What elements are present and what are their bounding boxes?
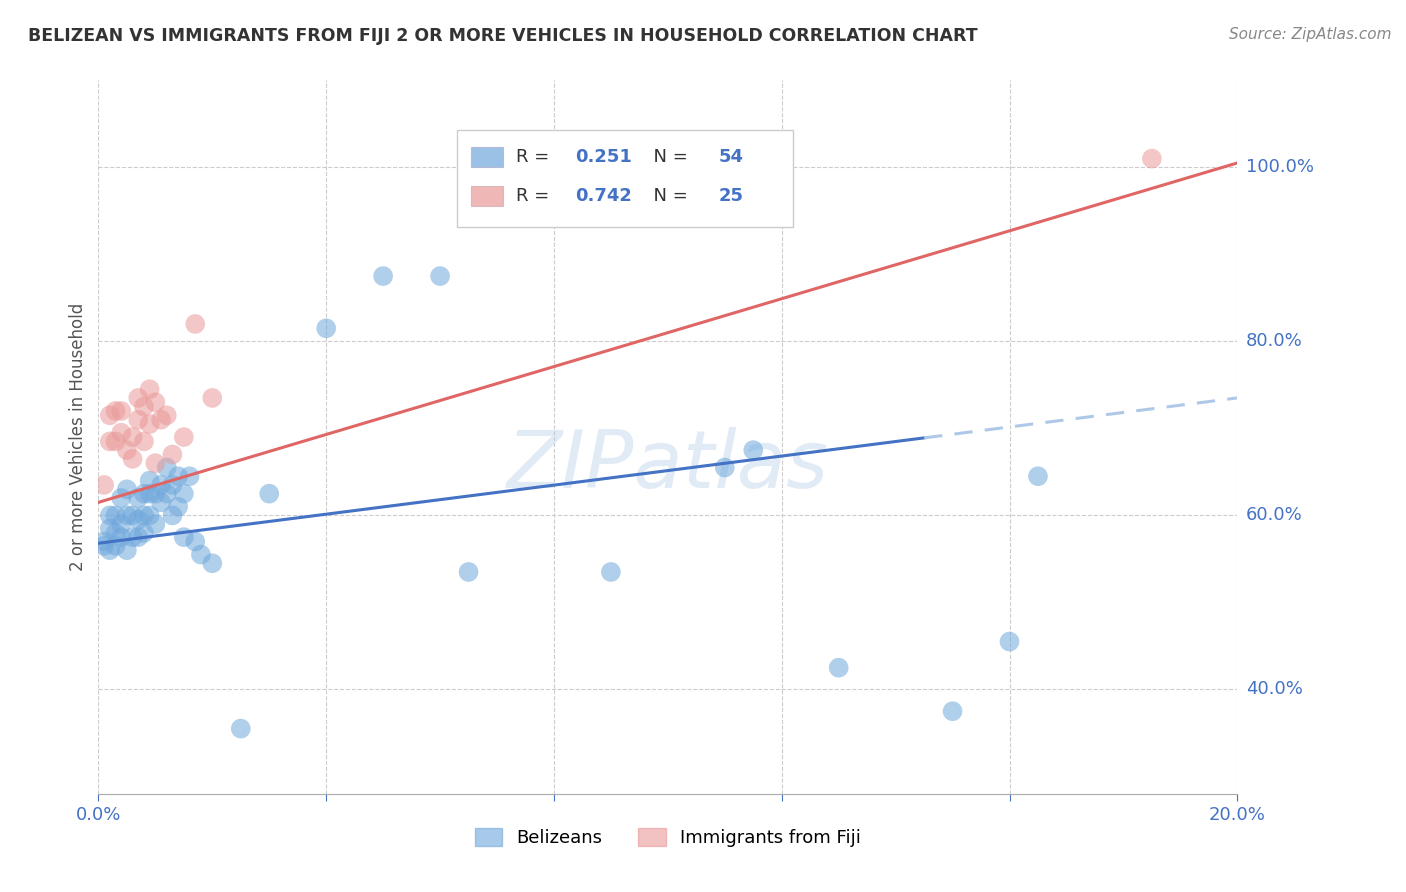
Text: 80.0%: 80.0% [1246,333,1302,351]
Bar [471,186,503,206]
Point [110,404,132,418]
Point [132,434,155,449]
Point [184,317,207,331]
Point [457,565,479,579]
Text: 25: 25 [718,187,744,205]
Point [201,556,224,570]
Point [110,491,132,505]
Point [121,530,143,544]
Point [104,525,127,540]
Point [150,478,173,492]
Point [98,543,121,558]
Point [229,722,252,736]
Point [115,483,138,497]
Text: 60.0%: 60.0% [1246,507,1302,524]
Point [104,434,127,449]
Point [373,269,395,284]
Point [138,417,160,431]
Text: 54: 54 [718,148,744,166]
Text: R =: R = [516,187,555,205]
Point [201,391,224,405]
Point [150,412,173,426]
Point [132,525,155,540]
Point [156,486,179,500]
Point [121,430,143,444]
Point [742,443,765,458]
Point [998,634,1021,648]
Point [138,508,160,523]
Text: 40.0%: 40.0% [1246,681,1302,698]
Point [104,539,127,553]
Point [127,491,149,505]
Point [156,460,179,475]
Point [127,391,149,405]
Point [138,382,160,396]
Y-axis label: 2 or more Vehicles in Household: 2 or more Vehicles in Household [69,303,87,571]
Point [315,321,337,335]
Text: 100.0%: 100.0% [1246,158,1313,177]
Text: N =: N = [641,187,693,205]
Text: Source: ZipAtlas.com: Source: ZipAtlas.com [1229,27,1392,42]
Point [110,425,132,440]
Point [132,400,155,414]
Point [1026,469,1049,483]
Text: N =: N = [641,148,693,166]
Text: ZIPatlas: ZIPatlas [506,426,830,505]
Point [162,478,184,492]
Point [173,486,195,500]
Point [110,530,132,544]
Text: BELIZEAN VS IMMIGRANTS FROM FIJI 2 OR MORE VEHICLES IN HOUSEHOLD CORRELATION CHA: BELIZEAN VS IMMIGRANTS FROM FIJI 2 OR MO… [28,27,977,45]
Point [121,508,143,523]
Point [173,530,195,544]
Point [93,478,115,492]
Text: 0.251: 0.251 [575,148,633,166]
Point [98,434,121,449]
Point [145,456,167,470]
Point [600,565,623,579]
Point [179,469,201,483]
Point [110,517,132,532]
Point [138,474,160,488]
Point [190,548,212,562]
Point [127,412,149,426]
Point [162,508,184,523]
Point [145,395,167,409]
Point [98,508,121,523]
Point [156,409,179,423]
Point [167,469,190,483]
Point [93,539,115,553]
Point [145,486,167,500]
Point [167,500,190,514]
Point [184,534,207,549]
Point [162,448,184,462]
Point [127,513,149,527]
Point [429,269,451,284]
Point [93,534,115,549]
Legend: Belizeans, Immigrants from Fiji: Belizeans, Immigrants from Fiji [465,819,870,856]
Point [1140,152,1163,166]
Point [145,517,167,532]
FancyBboxPatch shape [457,130,793,227]
Point [115,443,138,458]
Point [115,508,138,523]
Point [98,409,121,423]
Point [942,704,965,718]
Point [259,486,281,500]
Text: R =: R = [516,148,555,166]
Point [132,508,155,523]
Point [714,460,737,475]
Point [104,508,127,523]
Point [828,661,851,675]
Bar [471,147,503,168]
Text: 0.742: 0.742 [575,187,633,205]
Point [127,530,149,544]
Point [115,543,138,558]
Point [132,486,155,500]
Point [104,404,127,418]
Point [173,430,195,444]
Point [121,451,143,466]
Point [98,521,121,535]
Point [150,495,173,509]
Point [138,486,160,500]
